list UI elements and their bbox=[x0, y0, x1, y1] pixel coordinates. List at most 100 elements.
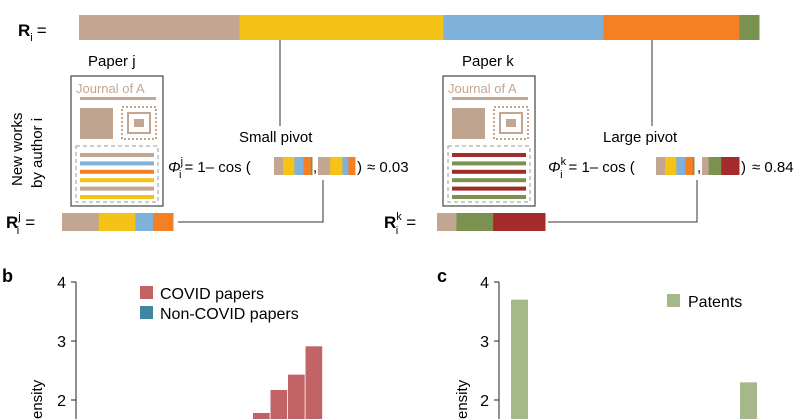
patents-bar bbox=[511, 299, 528, 419]
paper-k-reference-line bbox=[452, 186, 526, 191]
r-i-segment bbox=[443, 15, 604, 40]
r-i-segment bbox=[239, 15, 444, 40]
covid-bar bbox=[253, 412, 270, 419]
r-i-segment bbox=[603, 15, 740, 40]
r-i-k-profile-bar bbox=[437, 213, 546, 231]
patents-bar bbox=[740, 382, 757, 419]
mini-ri-segment bbox=[656, 157, 666, 175]
r-i-j-segment bbox=[98, 213, 136, 231]
paper-k-reference-line bbox=[452, 169, 526, 174]
panel-b-y-tick-label: 4 bbox=[57, 275, 66, 292]
paper-j-reference-line bbox=[80, 195, 154, 199]
panel-b-y-ticks: 4 3 2 bbox=[57, 275, 76, 410]
panel-b-bars bbox=[253, 346, 323, 419]
r-i-j-segment bbox=[153, 213, 174, 231]
large-pivot-label: Large pivot bbox=[603, 129, 678, 146]
panel-a: Ri = New works by author i Paper j Journa… bbox=[6, 15, 794, 237]
paper-j-reference-box bbox=[75, 145, 159, 203]
paper-j-journal: Journal of A bbox=[76, 81, 145, 96]
panel-c-y-tick-label: 2 bbox=[480, 393, 489, 410]
connector-rj bbox=[178, 180, 324, 223]
phi-k-close: ) bbox=[741, 159, 746, 176]
panel-c-bars bbox=[511, 299, 757, 419]
r-i-segment bbox=[739, 15, 760, 40]
phi-j-value: ≈ 0.03 bbox=[367, 159, 409, 176]
paper-j-reference-line bbox=[80, 178, 154, 183]
r-i-k-segment bbox=[493, 213, 546, 231]
phi-j-formula-left: Φj i = 1– cos ( bbox=[168, 156, 251, 181]
r-i-j-label: Rj i = bbox=[6, 211, 35, 237]
paper-k-title: Paper k bbox=[462, 53, 514, 70]
panel-c-y-tick-label: 4 bbox=[480, 275, 489, 292]
mini-rj-segment bbox=[348, 157, 356, 175]
connector-rk bbox=[548, 180, 698, 223]
paper-j-reference-line bbox=[80, 153, 154, 157]
paper-k-reference-box bbox=[447, 145, 531, 203]
panel-b-label: b bbox=[2, 266, 13, 286]
paper-k-reference-line bbox=[452, 178, 526, 183]
mini-rj-segment bbox=[330, 157, 343, 175]
r-i-segment bbox=[79, 15, 240, 40]
covid-bar bbox=[305, 346, 323, 419]
paper-k-document: Journal of A bbox=[442, 75, 536, 207]
paper-j-rule bbox=[80, 97, 156, 100]
r-i-k-segment bbox=[437, 213, 457, 231]
phi-k-comma: , bbox=[697, 159, 701, 176]
paper-j-reference-line bbox=[80, 169, 154, 174]
phi-j-comma: , bbox=[313, 159, 317, 176]
mini-ri-segment bbox=[676, 157, 686, 175]
r-i-j-segment bbox=[135, 213, 154, 231]
mini-rk-segment bbox=[702, 157, 710, 175]
panel-c-y-ticks: 4 3 2 bbox=[480, 275, 499, 410]
r-i-j-segment bbox=[62, 213, 100, 231]
panel-b-y-label: ensity bbox=[29, 379, 46, 419]
side-label-line1: New works bbox=[9, 113, 26, 186]
r-i-k-segment bbox=[456, 213, 494, 231]
phi-k-value: ≈ 0.84 bbox=[752, 159, 794, 176]
r-i-label: Ri = bbox=[18, 21, 47, 44]
paper-j-title: Paper j bbox=[88, 53, 136, 70]
panel-c-label: c bbox=[437, 266, 447, 286]
r-i-j-profile-bar bbox=[62, 213, 174, 231]
mini-rk-segment bbox=[708, 157, 722, 175]
mini-ri-segment bbox=[274, 157, 284, 175]
panel-c: c 4 3 2 ensity Patents bbox=[437, 266, 757, 419]
paper-k-reference-line bbox=[452, 153, 526, 157]
r-i-profile-bar bbox=[79, 15, 760, 40]
panel-b-y-tick-label: 2 bbox=[57, 393, 66, 410]
mini-ri-segment bbox=[692, 157, 695, 175]
paper-j-document: Journal of A bbox=[70, 75, 164, 207]
paper-k-rule bbox=[452, 97, 528, 100]
legend-label-non-covid: Non-COVID papers bbox=[160, 306, 299, 323]
panel-c-legend: Patents bbox=[667, 294, 742, 311]
legend-label-covid: COVID papers bbox=[160, 286, 264, 303]
mini-ri-segment bbox=[664, 157, 677, 175]
r-i-k-label: Rk i = bbox=[384, 211, 416, 237]
paper-j-image bbox=[80, 108, 113, 139]
paper-k-reference-line bbox=[452, 195, 526, 199]
panel-c-y-tick-label: 3 bbox=[480, 334, 489, 351]
panel-b: b 4 3 2 ensity COVID papers Non-COVID pape… bbox=[2, 266, 323, 419]
phi-j-vector-ri bbox=[274, 157, 313, 175]
phi-j-close: ) bbox=[357, 159, 362, 176]
panel-c-y-label: ensity bbox=[454, 379, 471, 419]
mini-rj-segment bbox=[318, 157, 331, 175]
panel-b-legend: COVID papers Non-COVID papers bbox=[140, 286, 299, 323]
phi-k-vector-ri bbox=[656, 157, 695, 175]
mini-ri-segment bbox=[310, 157, 313, 175]
covid-bar bbox=[288, 374, 305, 419]
legend-swatch-covid bbox=[140, 286, 153, 299]
paper-j-reference-line bbox=[80, 186, 154, 191]
side-label-line2: by author i bbox=[29, 118, 46, 188]
paper-j-chip-icon bbox=[121, 106, 157, 140]
mini-rj-segment bbox=[342, 157, 349, 175]
phi-k-formula-left: Φk i = 1– cos ( bbox=[548, 156, 635, 181]
paper-k-journal: Journal of A bbox=[448, 81, 517, 96]
phi-k-vector-rk bbox=[702, 157, 740, 175]
mini-ri-segment bbox=[282, 157, 295, 175]
mini-rk-segment bbox=[721, 157, 740, 175]
phi-j-vector-rj bbox=[318, 157, 356, 175]
paper-j-reference-lines bbox=[80, 153, 154, 199]
